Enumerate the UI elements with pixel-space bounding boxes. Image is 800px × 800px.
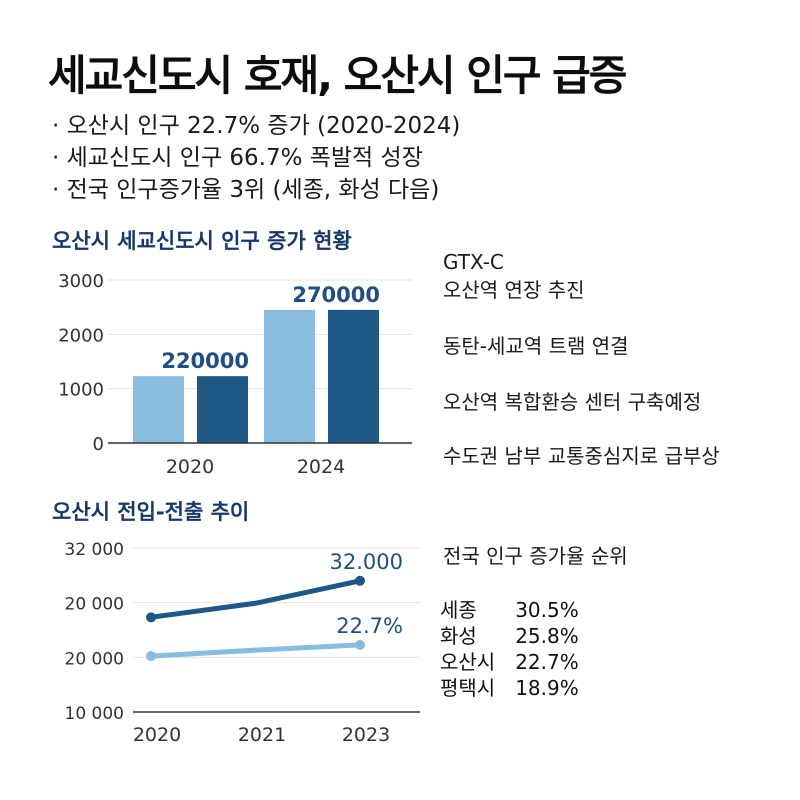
ranking-title: 전국 인구 증가율 순위 (443, 544, 628, 568)
data-label: 22.7% (336, 614, 403, 638)
data-label: 32.000 (330, 550, 403, 574)
x-tick-label: 2020 (166, 456, 214, 478)
ranking-row: 평택시 18.9% (440, 675, 599, 701)
y-tick-label: 3000 (58, 271, 104, 292)
x-tick-label: 2024 (297, 456, 345, 478)
ranking-row: 화성 25.8% (440, 623, 599, 649)
y-tick-label: 0 (93, 434, 104, 455)
bar (133, 376, 184, 443)
ranking-value: 18.9% (515, 676, 579, 700)
x-tick-label: 2020 (133, 724, 181, 746)
x-tick-label: 2023 (342, 724, 390, 746)
y-tick-label: 20 000 (65, 649, 124, 669)
side-note: 수도권 남부 교통중심지로 급부상 (443, 444, 720, 468)
y-tick-label: 10 000 (65, 704, 124, 724)
bar (328, 309, 379, 443)
ranking-value: 25.8% (515, 624, 579, 648)
bar (264, 309, 315, 443)
y-tick-label: 20 000 (65, 595, 124, 615)
bullet-item: · 전국 인구증가율 3위 (세종, 화성 다음) (52, 177, 440, 203)
bullet-item: · 오산시 인구 22.7% 증가 (2020-2024) (52, 113, 461, 139)
ranking-value: 30.5% (515, 598, 579, 622)
side-note: 오산역 연장 추진 (443, 278, 585, 302)
series-line (150, 578, 361, 620)
ranking-value: 22.7% (515, 650, 579, 674)
ranking-table: 세종 30.5% 화성 25.8% 오산시 22.7% 평택시 18.9% (440, 597, 599, 701)
data-point (146, 612, 156, 623)
x-tick-label: 2021 (238, 724, 286, 746)
ranking-row: 세종 30.5% (440, 597, 599, 623)
side-note: GTX-C (443, 250, 504, 274)
y-tick-label: 2000 (58, 325, 104, 346)
ranking-name: 세종 (440, 598, 477, 622)
series-line (150, 642, 361, 659)
data-point (355, 639, 365, 650)
bullet-item: · 세교신도시 인구 66.7% 폭발적 성장 (52, 145, 423, 171)
bullet-list: · 오산시 인구 22.7% 증가 (2020-2024) · 세교신도시 인구… (52, 110, 460, 206)
data-label: 220000 (161, 349, 249, 373)
data-label: 270000 (292, 283, 380, 307)
page-title: 세교신도시 호재, 오산시 인구 급증 (48, 51, 627, 100)
bar (197, 376, 248, 443)
ranking-name: 화성 (440, 624, 477, 648)
line-chart-title: 오산시 전입-전출 추이 (52, 500, 250, 524)
data-point (355, 575, 365, 586)
data-point (146, 651, 156, 662)
ranking-name: 오산시 (440, 650, 496, 674)
ranking-name: 평택시 (440, 676, 496, 700)
y-tick-label: 1000 (58, 380, 104, 401)
bar-chart-title: 오산시 세교신도시 인구 증가 현황 (52, 229, 352, 253)
side-note: 동탄-세교역 트램 연결 (443, 334, 629, 358)
ranking-row: 오산시 22.7% (440, 649, 599, 675)
y-tick-label: 32 000 (65, 540, 124, 560)
side-note: 오산역 복합환승 센터 구축예정 (443, 390, 702, 414)
